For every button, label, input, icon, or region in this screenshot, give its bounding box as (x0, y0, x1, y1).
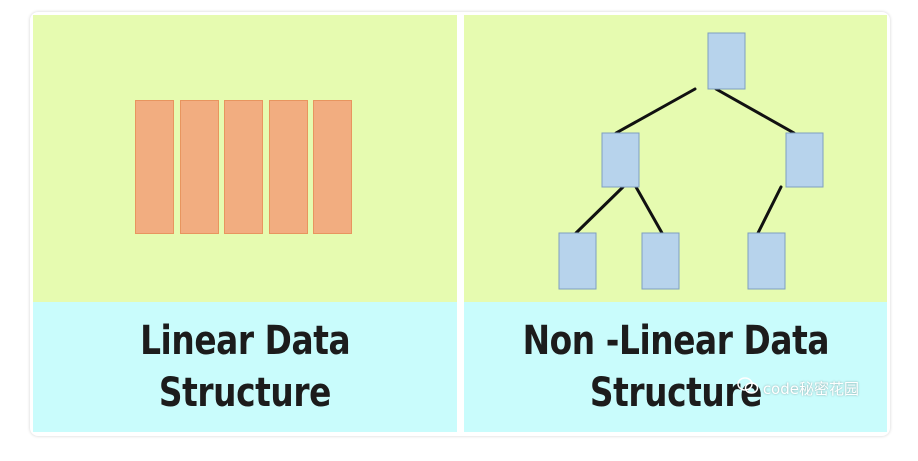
linear-block (135, 100, 174, 234)
linear-block (313, 100, 352, 234)
tree-edge (574, 185, 625, 235)
nonlinear-panel: Non -Linear Data Structure code秘密花园 (464, 15, 887, 432)
wechat-icon (737, 377, 759, 399)
tree-node-left (601, 132, 640, 188)
tree-node-root (707, 32, 746, 90)
tree-edge (614, 87, 697, 135)
linear-caption-line1: Linear Data (139, 318, 351, 364)
nonlinear-caption: Non -Linear Data Structure (464, 302, 887, 432)
linear-caption-line2: Structure (158, 370, 332, 416)
watermark-text: code秘密花园 (762, 379, 859, 398)
linear-graphic-area (33, 15, 457, 302)
tree-nodes (558, 32, 824, 290)
diagram-card: Linear Data Structure (30, 12, 890, 436)
watermark: code秘密花园 (737, 377, 859, 399)
tree-edge (634, 185, 664, 235)
tree-node-right (785, 132, 824, 188)
linear-caption: Linear Data Structure (33, 302, 457, 432)
tree-node-left-left (558, 232, 597, 290)
linear-panel: Linear Data Structure (33, 15, 457, 432)
linear-block (179, 100, 219, 234)
tree-node-left-right (641, 232, 680, 290)
tree-edges (574, 87, 796, 235)
nonlinear-graphic-area (464, 15, 887, 302)
tree-edge (756, 185, 783, 235)
tree-edge (714, 87, 796, 135)
linear-block (224, 100, 263, 234)
linear-block (268, 100, 308, 234)
nonlinear-caption-line1: Non -Linear Data (522, 318, 829, 364)
tree-diagram (558, 32, 824, 290)
nonlinear-caption-line2: Structure (589, 370, 762, 416)
tree-node-right-left (747, 232, 786, 290)
